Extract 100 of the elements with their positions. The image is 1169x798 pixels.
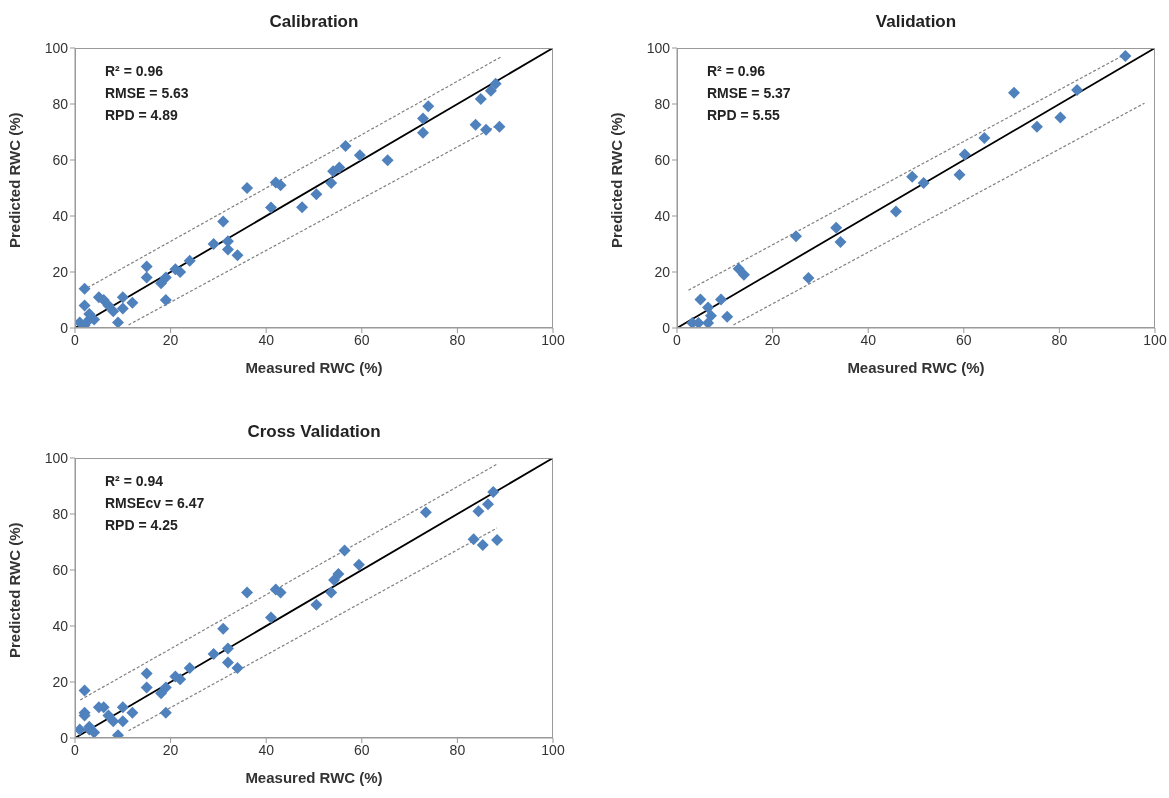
y-axis-title: Predicted RWC (%) (608, 112, 626, 248)
point (241, 586, 254, 599)
x-tick-label: 100 (541, 741, 565, 758)
point (476, 539, 489, 552)
x-tick-label: 100 (1143, 331, 1167, 348)
point (310, 598, 323, 611)
point (721, 310, 734, 323)
point (472, 505, 485, 518)
point (338, 544, 351, 557)
x-axis-title: Measured RWC (%) (245, 769, 383, 786)
point (264, 201, 277, 214)
chart-title: Cross Validation (246, 422, 382, 442)
point (107, 305, 120, 318)
x-tick-label: 80 (449, 741, 466, 758)
point (958, 148, 971, 161)
point (231, 249, 244, 262)
point (978, 131, 991, 144)
point (310, 188, 323, 201)
point (889, 205, 902, 218)
point (790, 230, 803, 243)
point (112, 316, 125, 328)
point (491, 534, 504, 547)
y-tick-label: 40 (52, 617, 69, 634)
y-tick-label: 0 (60, 729, 69, 746)
point (116, 701, 129, 714)
chart-title: Validation (874, 12, 958, 32)
point (487, 485, 500, 498)
x-tick-label: 40 (860, 331, 877, 348)
point (953, 168, 966, 181)
annotation: RMSE = 5.37 (707, 84, 791, 103)
x-tick-label: 20 (162, 741, 179, 758)
point (221, 656, 234, 669)
y-tick-label: 80 (654, 95, 671, 112)
point (78, 299, 91, 312)
annotation: R² = 0.96 (707, 62, 766, 81)
point (140, 681, 153, 694)
point (155, 687, 168, 700)
point (207, 238, 220, 250)
y-tick-label: 100 (646, 39, 671, 56)
point (78, 684, 91, 697)
x-tick-label: 60 (354, 331, 370, 348)
point (339, 140, 352, 152)
point (381, 154, 394, 167)
x-tick-label: 40 (258, 741, 275, 758)
point (834, 236, 847, 249)
point (241, 182, 254, 194)
point (489, 77, 502, 90)
y-axis-title: Predicted RWC (%) (6, 112, 24, 248)
point (416, 126, 429, 139)
point (140, 271, 153, 284)
point (217, 622, 230, 635)
x-tick-label: 20 (162, 331, 179, 348)
point (732, 262, 745, 275)
point (484, 84, 497, 97)
point (116, 302, 129, 315)
point (183, 254, 196, 267)
annotation: R² = 0.96 (105, 62, 164, 81)
point (221, 642, 234, 655)
y-tick-label: 20 (52, 263, 69, 280)
annotation: R² = 0.94 (105, 472, 164, 491)
point (140, 667, 153, 680)
point (906, 170, 919, 183)
y-tick-label: 60 (52, 561, 69, 578)
y-tick-label: 20 (52, 673, 69, 690)
point (140, 260, 153, 273)
point (116, 291, 129, 304)
x-tick-label: 100 (541, 331, 565, 348)
point (332, 567, 345, 580)
point (1071, 84, 1084, 96)
point (416, 112, 429, 125)
x-axis-title: Measured RWC (%) (847, 359, 985, 376)
x-tick-label: 60 (956, 331, 972, 348)
point (159, 294, 172, 306)
point (159, 271, 172, 284)
y-tick-label: 0 (662, 319, 671, 336)
point (75, 723, 86, 736)
point (1030, 120, 1043, 133)
annotation: RPD = 4.89 (105, 106, 179, 125)
point (353, 149, 366, 162)
point (702, 301, 715, 314)
x-tick-label: 0 (71, 331, 80, 348)
point (917, 176, 930, 189)
y-tick-label: 100 (44, 449, 69, 466)
point (126, 296, 139, 309)
point (325, 176, 338, 189)
point (207, 648, 220, 660)
point (469, 118, 482, 131)
x-tick-label: 80 (1051, 331, 1068, 348)
annotation: RPD = 4.25 (105, 516, 179, 535)
point (493, 120, 506, 133)
point (126, 706, 139, 719)
point (217, 215, 230, 228)
point (325, 586, 338, 599)
y-tick-label: 60 (52, 151, 69, 168)
point (352, 558, 365, 571)
x-tick-label: 0 (673, 331, 682, 348)
x-tick-label: 60 (354, 741, 370, 758)
point (155, 277, 168, 290)
y-tick-label: 80 (52, 505, 69, 522)
x-axis-title: Measured RWC (%) (245, 359, 383, 376)
